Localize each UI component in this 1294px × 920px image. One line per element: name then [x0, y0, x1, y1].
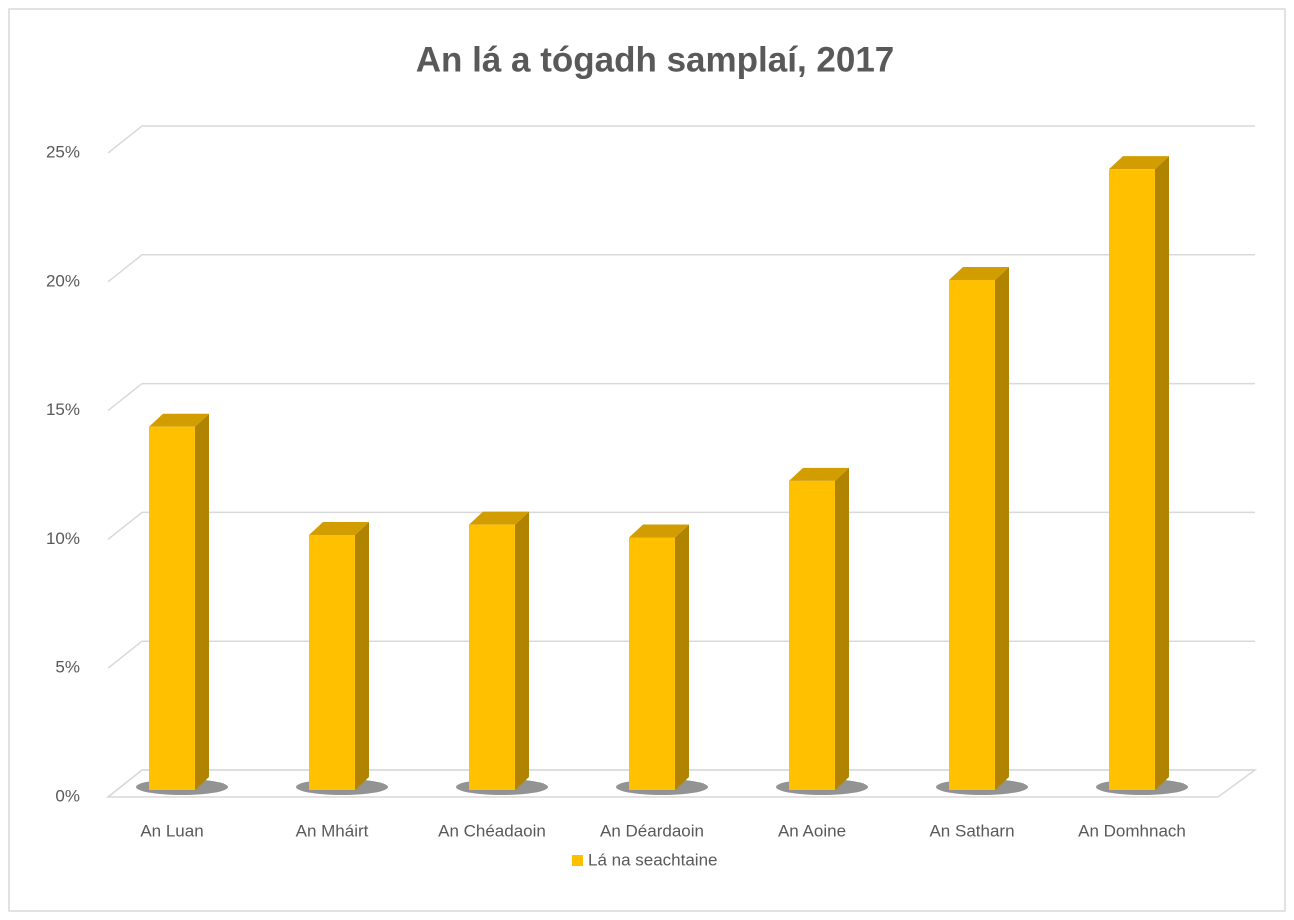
bar-front	[949, 279, 995, 790]
bar-side	[995, 266, 1009, 790]
bar-front	[629, 537, 675, 790]
bar-top	[629, 524, 689, 538]
bar-side	[1155, 156, 1169, 790]
legend-label: Lá na seachtaine	[588, 850, 718, 869]
x-tick-label: An Domhnach	[1078, 821, 1186, 840]
bar-top	[1109, 156, 1169, 170]
bar	[309, 521, 369, 790]
bar-side	[835, 467, 849, 790]
bar	[469, 511, 529, 790]
bar	[789, 467, 849, 790]
x-tick-label: An Déardaoin	[600, 821, 704, 840]
bar-top	[789, 467, 849, 481]
bar	[1109, 156, 1169, 790]
grid-line	[107, 640, 1255, 669]
bar-front	[469, 524, 515, 790]
bar-top	[309, 521, 369, 535]
bar-side	[515, 511, 529, 790]
y-tick-label: 20%	[46, 271, 80, 290]
chart-title: An lá a tógadh samplaí, 2017	[416, 40, 895, 79]
bar-side	[675, 524, 689, 790]
grid-line	[107, 125, 1255, 154]
bar	[949, 266, 1009, 790]
x-tick-label: An Mháirt	[296, 821, 369, 840]
y-tick-label: 10%	[46, 529, 80, 548]
bar-top	[469, 511, 529, 525]
bar	[629, 524, 689, 790]
bar-front	[789, 480, 835, 790]
x-tick-label: An Satharn	[929, 821, 1014, 840]
bar-top	[949, 266, 1009, 280]
y-tick-label: 25%	[46, 142, 80, 161]
grid-line	[107, 382, 1255, 412]
bar-side	[355, 521, 369, 790]
x-tick-label: An Luan	[140, 821, 203, 840]
y-tick-label: 0%	[55, 786, 80, 805]
bar-front	[1109, 169, 1155, 790]
grid-line	[107, 769, 1255, 798]
legend-swatch	[572, 855, 583, 866]
grid-line	[107, 254, 1255, 283]
bar-top	[149, 413, 209, 427]
bar-side	[195, 413, 209, 790]
x-tick-label: An Chéadaoin	[438, 821, 546, 840]
grid-line	[107, 511, 1255, 540]
y-tick-label: 15%	[46, 400, 80, 419]
y-tick-label: 5%	[55, 658, 80, 677]
bar-front	[149, 426, 195, 790]
bar	[149, 413, 209, 790]
x-tick-label: An Aoine	[778, 821, 846, 840]
bar-front	[309, 534, 355, 790]
